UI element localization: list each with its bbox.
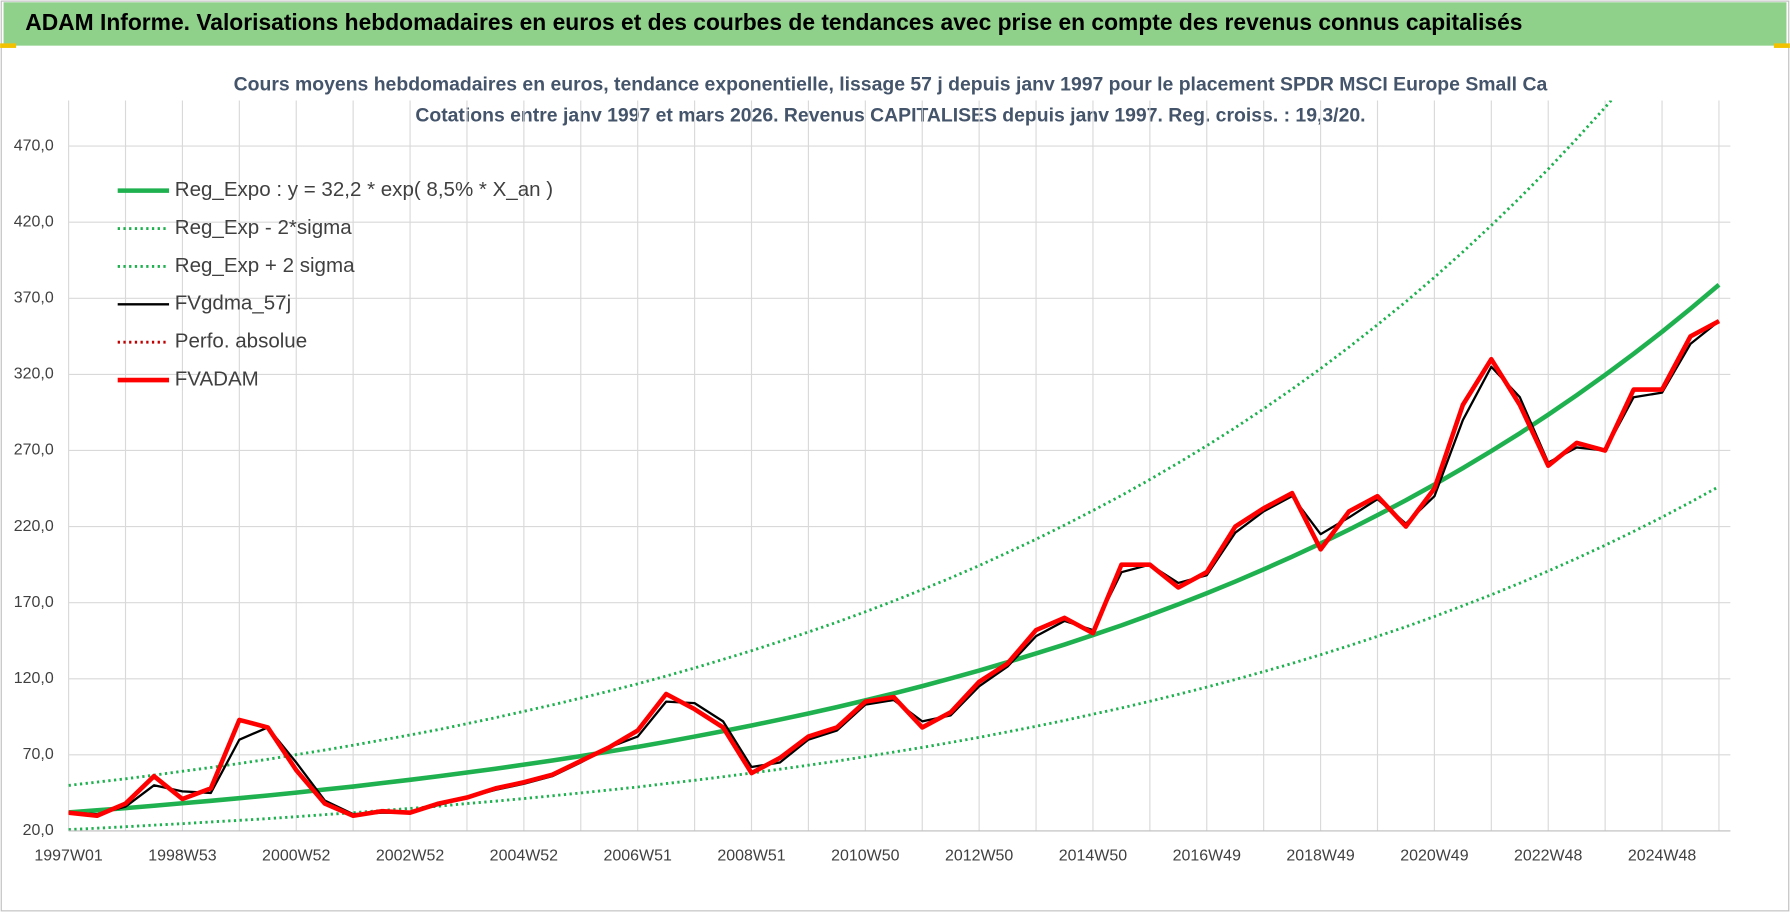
y-tick-label: 270,0 [14, 442, 54, 459]
plot-lines [68, 100, 1721, 832]
x-tick-label: 1998W53 [148, 847, 216, 864]
x-tick-label: 2012W50 [945, 847, 1013, 864]
legend-label: Reg_Exp + 2 sigma [175, 254, 355, 277]
y-tick-label: 170,0 [14, 594, 54, 611]
x-tick-label: 2020W49 [1400, 847, 1468, 864]
x-tick-label: 2004W52 [490, 847, 558, 864]
corner-mark [0, 43, 17, 48]
legend-label: FVADAM [175, 368, 259, 391]
legend: Reg_Expo : y = 32,2 * exp( 8,5% * X_an )… [117, 178, 553, 391]
y-tick-label: 70,0 [23, 746, 54, 763]
x-tick-label: 1997W01 [34, 847, 102, 864]
x-tick-label: 2008W51 [717, 847, 785, 864]
chart-title: Cours moyens hebdomadaires en euros, ten… [234, 74, 1548, 96]
x-tick-label: 2024W48 [1628, 847, 1696, 864]
corner-mark [1773, 43, 1790, 48]
y-tick-label: 370,0 [14, 290, 54, 307]
y-tick-label: 320,0 [14, 366, 54, 383]
series-line [68, 283, 1721, 815]
y-tick-label: 420,0 [14, 213, 54, 230]
legend-label: Reg_Exp - 2*sigma [175, 216, 352, 239]
y-tick-label: 120,0 [14, 670, 54, 687]
x-tick-label: 2022W48 [1514, 847, 1582, 864]
legend-label: FVgdma_57j [175, 292, 291, 315]
header-title: ADAM Informe. Valorisations hebdomadaire… [25, 9, 1522, 35]
x-tick-label: 2018W49 [1286, 847, 1354, 864]
legend-label: Reg_Expo : y = 32,2 * exp( 8,5% * X_an ) [175, 178, 553, 201]
x-tick-label: 2002W52 [376, 847, 444, 864]
x-tick-label: 2000W52 [262, 847, 330, 864]
header-band [3, 2, 1787, 46]
axes: 20,0 70,0 120,0 170,0 220,0 270,0 320,0 370,0 42… [14, 137, 1731, 864]
y-tick-label: 220,0 [14, 518, 54, 535]
y-tick-label: 20,0 [23, 822, 54, 839]
x-tick-label: 2016W49 [1173, 847, 1241, 864]
legend-label: Perfo. absolue [175, 330, 307, 353]
chart-subtitle: Cotations entre janv 1997 et mars 2026. … [415, 105, 1365, 127]
y-tick-label: 470,0 [14, 137, 54, 154]
series-line [68, 319, 1721, 819]
x-tick-label: 2010W50 [831, 847, 899, 864]
x-tick-label: 2006W51 [604, 847, 672, 864]
x-tick-label: 2014W50 [1059, 847, 1127, 864]
